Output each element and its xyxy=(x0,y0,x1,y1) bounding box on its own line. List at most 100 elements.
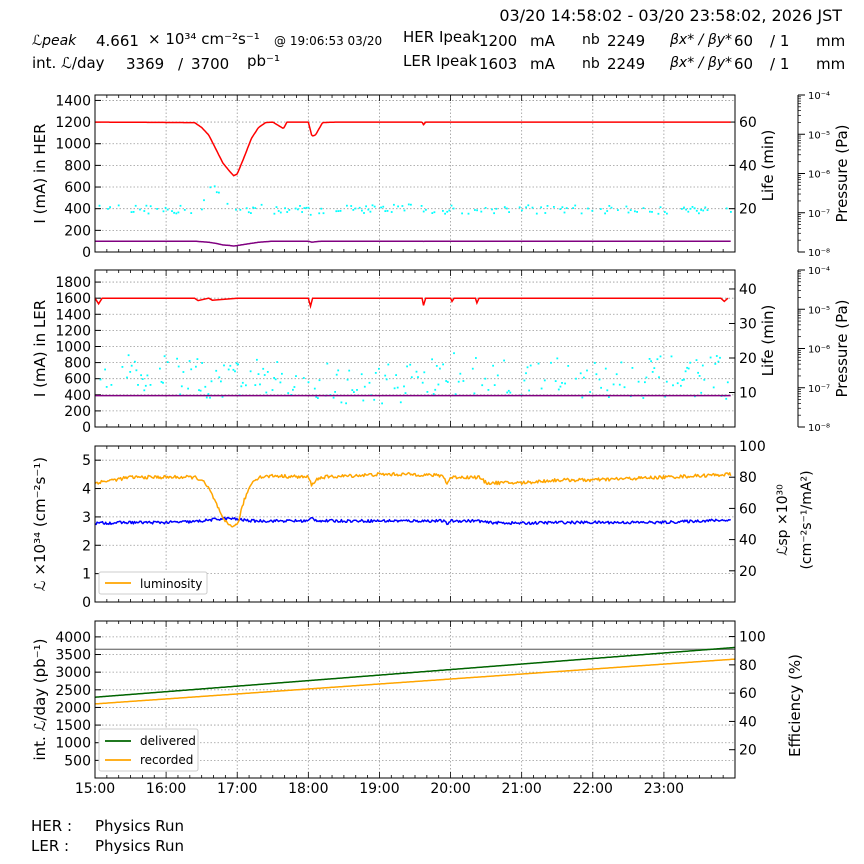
her-lifetime-point xyxy=(235,208,237,211)
ler-peak-unit: mA xyxy=(530,55,556,73)
ler-lifetime-point xyxy=(374,372,377,374)
her-lifetime-point xyxy=(599,208,602,210)
ler-lifetime-point xyxy=(579,372,582,375)
ler-lifetime-point xyxy=(695,359,698,361)
y-tick-label: 200 xyxy=(64,223,91,239)
her-lifetime-point xyxy=(284,207,286,210)
her-lifetime-point xyxy=(531,206,534,209)
ler-lifetime-point xyxy=(715,355,718,357)
her-lifetime-point xyxy=(339,210,342,212)
ler-lifetime-point xyxy=(442,363,444,366)
y2-tick-label: 10 xyxy=(739,385,757,401)
y2-axis-label: Life (min) xyxy=(759,305,777,377)
ler-lifetime-point xyxy=(135,369,138,372)
her-lifetime-point xyxy=(410,203,412,206)
y2-tick-label: 100 xyxy=(739,630,766,646)
her-current-line xyxy=(95,121,731,177)
footer-ler-status: Physics Run xyxy=(95,837,184,855)
her-pressure-line xyxy=(95,240,731,247)
ler-lifetime-point xyxy=(326,362,329,365)
ler-lifetime-point xyxy=(664,395,667,398)
ler-lifetime-point xyxy=(334,391,336,393)
her-lifetime-point xyxy=(373,205,376,208)
ler-lifetime-point xyxy=(656,358,659,361)
her-lifetime-point xyxy=(685,208,687,211)
y2-tick-label: 40 xyxy=(739,714,757,730)
ler-lifetime-point xyxy=(586,369,588,372)
her-lifetime-point xyxy=(380,206,382,209)
her-lifetime-point xyxy=(401,205,404,207)
her-lifetime-point xyxy=(681,208,683,210)
her-lifetime-point xyxy=(702,209,705,212)
ler-lifetime-point xyxy=(650,360,652,363)
x-tick-label: 21:00 xyxy=(501,781,541,797)
ler-lifetime-point xyxy=(274,378,277,381)
ler-lifetime-point xyxy=(229,364,232,367)
ler-lifetime-point xyxy=(143,389,146,392)
her-lifetime-point xyxy=(446,210,449,213)
y2-tick-label: 80 xyxy=(739,658,757,674)
y-tick-label: 4 xyxy=(82,482,91,498)
ler-lifetime-point xyxy=(431,358,433,361)
her-nb-value: 2249 xyxy=(607,32,645,50)
ler-lifetime-point xyxy=(346,378,349,381)
her-lifetime-point xyxy=(273,212,276,215)
her-lifetime-point xyxy=(591,209,594,212)
y2-tick-label: 60 xyxy=(739,686,757,702)
her-lifetime-point xyxy=(544,212,547,214)
ler-lifetime-point xyxy=(127,354,130,357)
ler-lifetime-point xyxy=(387,363,390,366)
int-lum-label: int. ℒ/day xyxy=(32,54,105,72)
her-lifetime-point xyxy=(480,210,483,213)
her-lifetime-point xyxy=(320,207,323,210)
ler-lifetime-point xyxy=(598,378,601,381)
ler-lifetime-point xyxy=(241,381,244,384)
ler-lifetime-point xyxy=(234,370,236,373)
ler-lifetime-point xyxy=(263,374,266,376)
y-tick-label: 1600 xyxy=(55,291,91,307)
x-tick-label: 18:00 xyxy=(288,781,328,797)
her-lifetime-point xyxy=(452,207,455,210)
her-beta-unit: mm xyxy=(816,32,845,50)
her-lifetime-point xyxy=(275,206,278,208)
ler-lifetime-point xyxy=(701,364,704,367)
her-lifetime-point xyxy=(288,209,291,211)
ler-lifetime-point xyxy=(528,389,530,392)
ler-lifetime-point xyxy=(240,385,243,388)
y-tick-label: 400 xyxy=(64,388,91,404)
ler-beta-label: βx* / βy* xyxy=(669,55,732,71)
her-lifetime-point xyxy=(431,212,434,214)
ler-lifetime-point xyxy=(195,365,197,368)
her-lifetime-point xyxy=(156,208,158,210)
her-lifetime-point xyxy=(149,205,152,208)
ler-lifetime-point xyxy=(198,389,200,391)
her-lifetime-point xyxy=(508,211,510,213)
ler-lifetime-point xyxy=(581,396,584,399)
ler-lifetime-point xyxy=(190,368,193,371)
her-lifetime-point xyxy=(442,210,444,212)
her-lifetime-point xyxy=(318,212,321,215)
her-lifetime-point xyxy=(433,211,436,214)
pressure-tick-label: 10⁻⁶ xyxy=(808,170,830,181)
her-lifetime-point xyxy=(134,204,137,207)
y-tick-label: 800 xyxy=(64,356,91,372)
ler-lifetime-point xyxy=(209,396,211,399)
ler-lifetime-point xyxy=(232,368,235,371)
lum-peak-exp: × 10³⁴ cm⁻²s⁻¹ xyxy=(148,30,260,48)
ler-lifetime-point xyxy=(434,388,437,391)
ler-lifetime-point xyxy=(726,381,729,384)
pressure-axis-label: Pressure (Pa) xyxy=(833,299,851,397)
ler-lifetime-point xyxy=(658,376,660,379)
her-lifetime-point xyxy=(365,205,367,208)
her-lifetime-point xyxy=(279,211,282,214)
ler-lifetime-point xyxy=(665,380,668,383)
her-lifetime-point xyxy=(651,211,653,213)
ler-lifetime-point xyxy=(160,381,163,383)
int-lum-unit: pb⁻¹ xyxy=(247,52,280,70)
y-tick-label: 2 xyxy=(82,538,91,554)
ler-lifetime-point xyxy=(659,355,662,358)
x-tick-label: 20:00 xyxy=(430,781,470,797)
her-lifetime-point xyxy=(363,212,365,214)
ler-lifetime-point xyxy=(218,376,221,379)
